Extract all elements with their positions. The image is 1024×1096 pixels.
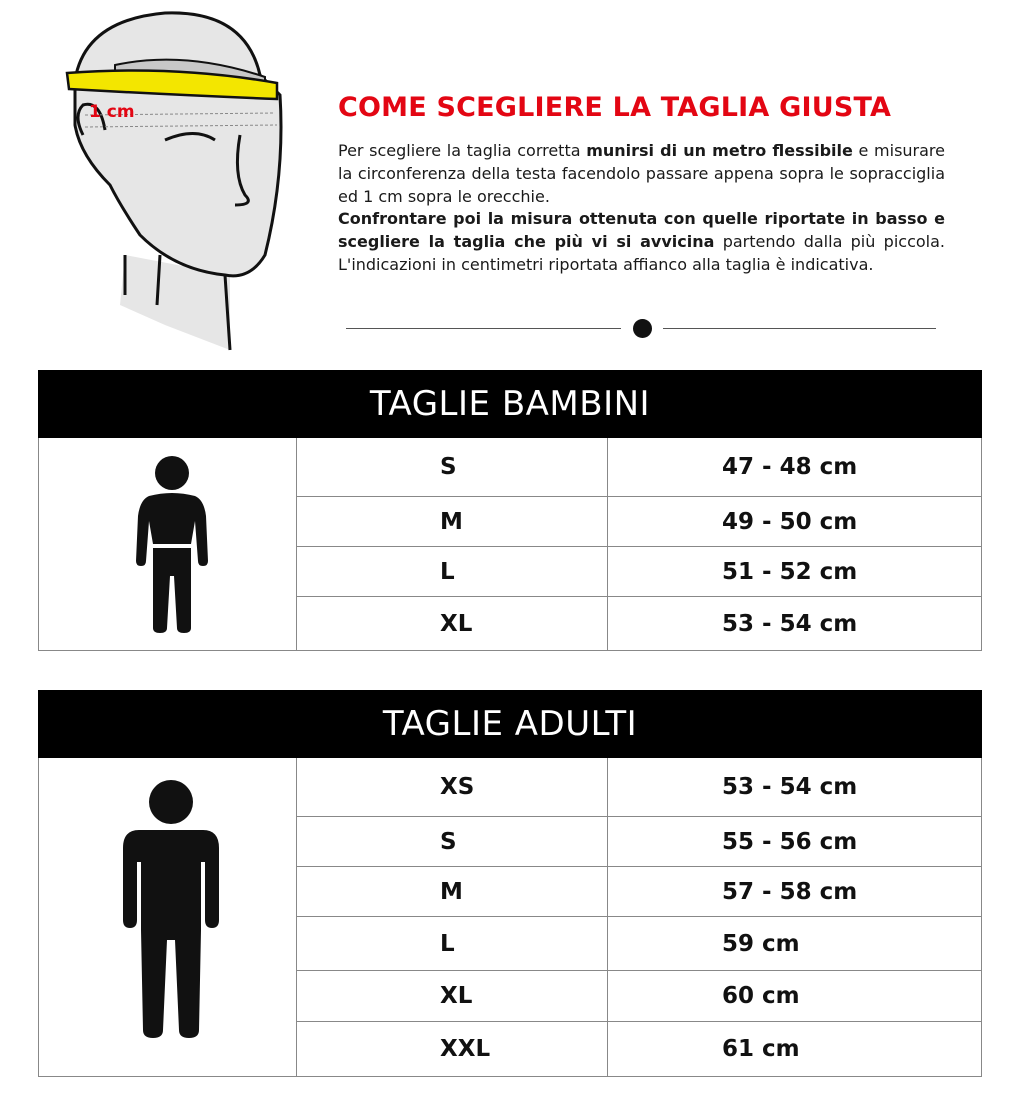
table-row: M 57 - 58 cm [297,866,981,916]
size-cell: L [297,917,608,970]
size-cell: M [297,497,608,546]
size-cell: S [297,817,608,866]
size-cell: XS [297,758,608,816]
kids-figure-cell [39,438,297,650]
size-cell: XL [297,597,608,650]
size-cell: XXL [297,1022,608,1076]
size-cell: XL [297,971,608,1021]
measure-cell: 53 - 54 cm [722,610,858,637]
table-row: XS 53 - 54 cm [297,758,981,816]
instructions-bold: Confrontare poi la misura ottenuta con q… [338,209,945,252]
measure-cell: 51 - 52 cm [722,558,858,585]
divider-line-left [346,328,621,329]
adult-figure-icon [123,780,219,1038]
table-row: XL 53 - 54 cm [297,596,981,650]
measure-cell: 47 - 48 cm [722,454,858,480]
measure-cell: 61 cm [722,1036,800,1062]
table-row: XXL 61 cm [297,1021,981,1076]
kids-table-title: TAGLIE BAMBINI [38,370,982,438]
instructions-text: Per scegliere la taglia corretta [338,141,587,160]
table-row: L 59 cm [297,916,981,970]
child-figure-icon [136,456,208,633]
instructions-text: e misurare la circonferenza della testa … [338,141,946,206]
table-row: M 49 - 50 cm [297,496,981,546]
kids-size-table: TAGLIE BAMBINI S 47 - 48 cm M 49 - 50 cm L… [38,370,982,651]
adults-size-table: TAGLIE ADULTI XS 53 - 54 cm S 55 - 56 cm M… [38,690,982,1077]
table-row: XL 60 cm [297,970,981,1021]
instructions-bold: munirsi di un metro flessibile [586,141,853,160]
table-row: S 55 - 56 cm [297,816,981,866]
measure-cell: 55 - 56 cm [722,828,858,855]
divider-line-right [663,328,936,329]
measure-cell: 59 cm [722,930,800,957]
measure-cell: 60 cm [722,983,800,1009]
measure-cell: 53 - 54 cm [722,774,858,800]
measure-cell: 57 - 58 cm [722,878,858,905]
size-cell: L [297,547,608,596]
table-row: S 47 - 48 cm [297,438,981,496]
head-measurement-illustration: 1 cm [65,11,283,351]
table-row: L 51 - 52 cm [297,546,981,596]
measure-cell: 49 - 50 cm [722,508,858,535]
instructions-text: partendo dalla più piccola. L'indicazion… [338,232,945,274]
size-cell: S [297,438,608,496]
page-title: COME SCEGLIERE LA TAGLIA GIUSTA [338,92,892,123]
size-cell: M [297,867,608,916]
adults-figure-cell [39,758,297,1076]
tape-label: 1 cm [89,102,135,122]
adults-table-title: TAGLIE ADULTI [38,690,982,758]
divider-dot [633,319,652,338]
instructions-paragraph: Per scegliere la taglia corretta munirsi… [338,140,945,277]
